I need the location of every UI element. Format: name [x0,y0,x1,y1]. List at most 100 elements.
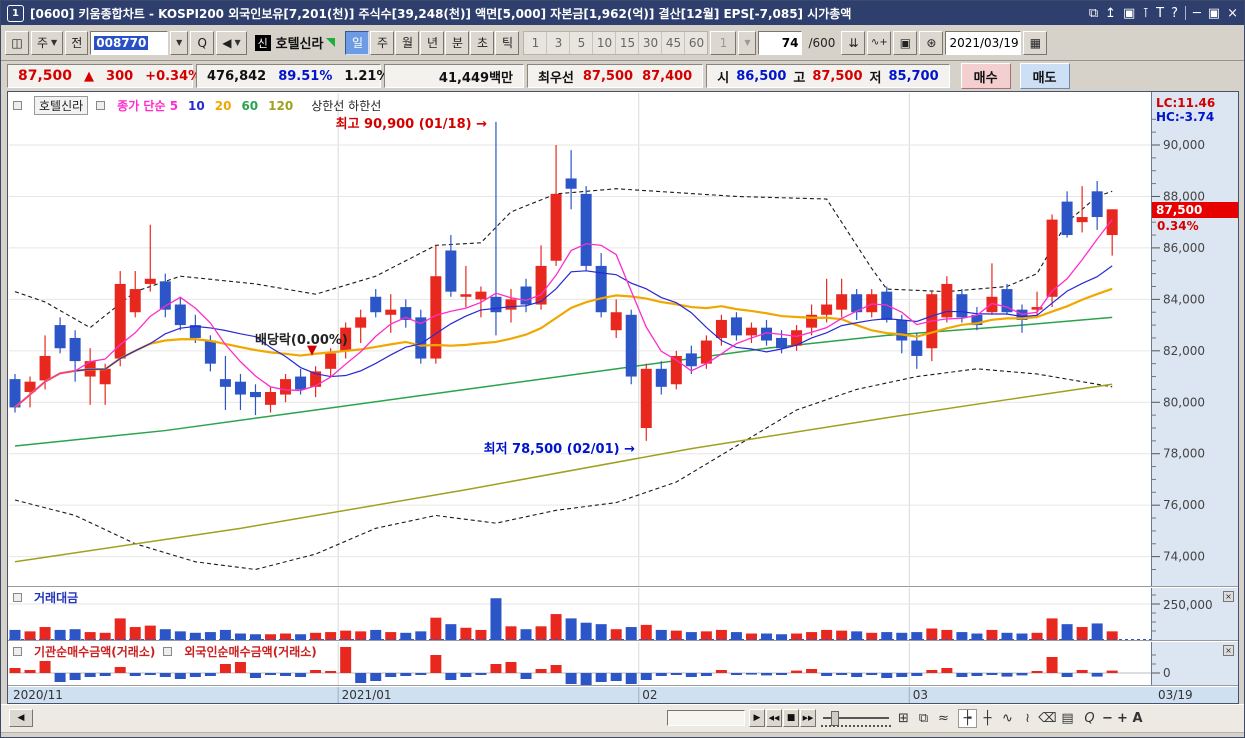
add-candle-button[interactable]: ⇊ [841,30,866,55]
sell-button[interactable]: 매도 [1019,63,1070,89]
gear-icon: ⊛ [926,35,937,50]
save-icon: ▣ [899,35,912,50]
prev-stock-button[interactable]: 전 [65,30,89,55]
eraser-icon[interactable]: ⌫ [1038,711,1057,726]
help-icon[interactable]: ? [1171,5,1178,21]
draw-tool-icon[interactable]: ≀ [1025,711,1030,726]
main-legend: 호텔신라 종가 단순 5 10 20 60 120 상한선 하한선 [13,96,381,115]
mini-chart-icon[interactable]: ▤ [1061,711,1074,726]
ma-legend-120: 120 [268,99,294,113]
text-tool-icon[interactable]: T [1156,5,1165,21]
panel-splitter[interactable] [8,586,1238,588]
close-volume-panel-button[interactable]: × [1223,591,1234,602]
minute-dropdown-button[interactable]: ▼ [738,30,757,55]
period-button-월[interactable]: 월 [395,30,420,55]
period-button-틱[interactable]: 틱 [495,30,520,55]
period-button-분[interactable]: 분 [445,30,470,55]
chevron-down-icon: ▼ [234,38,241,47]
restore-button[interactable]: ▣ [1207,5,1221,21]
minute-value-button[interactable]: 1 [710,30,737,55]
legend-checkbox[interactable] [13,101,22,110]
tick-button-1[interactable]: 1 [524,31,548,54]
legend-stock-name[interactable]: 호텔신라 [34,96,89,115]
chart-canvas[interactable]: 90,000 88,000 86,000 84,000 82,000 80,000 78,0… [1,91,1245,704]
hc-value: HC:-3.74 [1156,110,1215,124]
legend-checkbox[interactable] [96,101,106,110]
tick-button-60[interactable]: 60 [688,35,705,50]
window-title: [0600] 키움종합차트 - KOSPI200 외국인보유[7,201(천)]… [30,6,852,21]
period-button-주[interactable]: 주 [370,30,395,55]
period-button-초[interactable]: 초 [470,30,495,55]
fast-forward-button[interactable]: ▶▶ [800,709,816,727]
close-netbuy-panel-button[interactable]: × [1223,645,1234,656]
stock-code-input[interactable]: 008770 [90,30,169,55]
tick-button-5[interactable]: 5 [570,31,594,54]
tick-button-30[interactable]: 30 [639,31,663,54]
font-size-button[interactable]: A [1132,711,1143,726]
magnifier-icon[interactable]: Q [1084,711,1095,726]
save-chart-button[interactable]: ▣ [893,30,918,55]
popup-icon[interactable]: ⧉ [1088,5,1099,21]
zoom-in-button[interactable]: + [1117,711,1128,726]
play-button[interactable]: ▶ [749,709,765,727]
quote-row: 87,500 ▲ 300 +0.34% 476,842 89.51% 1.21%… [1,61,1244,91]
chart-type-combo[interactable]: 주 ▼ [31,30,64,55]
tick-button-45[interactable]: 45 [662,31,686,54]
close-button[interactable]: × [1227,5,1238,21]
period-button-일[interactable]: 일 [345,30,370,55]
chart-settings-button[interactable]: ⊛ [919,30,944,55]
zoom-slider-track[interactable] [823,717,889,719]
favorite-flag-icon [326,38,336,47]
svg-text:86,000: 86,000 [1163,241,1205,255]
stock-name: 호텔신라 [275,37,324,52]
legend-checkbox[interactable] [163,647,173,656]
always-on-top-icon[interactable]: ↥ [1105,5,1117,21]
panel-splitter[interactable] [8,685,1238,687]
bar-count-input[interactable]: 74 [758,30,803,55]
legend-checkbox[interactable] [13,647,22,656]
thumbnail-window-icon[interactable]: ⊞ [898,711,909,726]
cascade-window-icon[interactable]: ⧉ [918,711,929,726]
date-input[interactable]: 2021/03/19 [945,30,1022,55]
tick-button-10[interactable]: 10 [593,31,617,54]
period-button-년[interactable]: 년 [420,30,445,55]
rewind-button[interactable]: ◀◀ [766,709,782,727]
annotation-exdiv: 배당락(0.00%) [255,333,348,348]
scroll-left-button[interactable]: ◀ [9,709,33,727]
up-arrow-icon: ▲ [84,68,95,84]
duplicate-window-icon[interactable]: ▣ [1123,5,1136,21]
low-label: 저 [869,70,882,86]
search-icon: Q [197,35,207,50]
buy-button[interactable]: 매수 [960,63,1011,89]
pin-icon[interactable]: ⊺ [1142,5,1150,21]
crosshair-tool-icon[interactable]: ┾ [958,709,977,728]
svg-text:90,000: 90,000 [1163,138,1205,152]
cross-cursor-icon[interactable]: ┼ [983,711,992,726]
legend-checkbox[interactable] [13,593,22,602]
tick-buttons: 1 3 5 10 15 30 45 60 [523,30,709,55]
svg-text:78,000: 78,000 [1163,447,1205,461]
zoom-out-button[interactable]: − [1102,711,1113,726]
netbuy-axis-label: 0 [1163,666,1171,680]
ma-legend-10: 10 [188,99,205,113]
sound-button[interactable]: ◀ ▼ [216,30,247,55]
price-change: 300 [106,68,134,84]
code-dropdown-button[interactable]: ▼ [170,30,189,55]
pattern-search-icon[interactable]: ≈ [938,711,949,726]
stock-search-button[interactable]: Q [190,30,215,55]
calendar-button[interactable]: ▦ [1023,30,1048,55]
wave-tool-icon[interactable]: ∿ [1002,711,1013,726]
volume-legend: 거래대금 [13,589,78,606]
zoom-slider-handle[interactable] [831,711,839,726]
volume-cell: 476,842 89.51% 1.21% [196,64,389,88]
tick-button-3[interactable]: 3 [547,31,571,54]
annotation-high: 최고 90,900 (01/18) → [335,117,487,132]
stop-button[interactable]: ■ [783,709,799,727]
add-line-button[interactable]: ∿+ [867,30,892,55]
tick-button-15[interactable]: 15 [616,31,640,54]
panel-splitter[interactable] [8,640,1238,642]
minimize-button[interactable]: ─ [1192,5,1201,21]
chart-menu-button[interactable]: ◫ [5,30,29,55]
scrollbar-track[interactable] [667,710,745,726]
